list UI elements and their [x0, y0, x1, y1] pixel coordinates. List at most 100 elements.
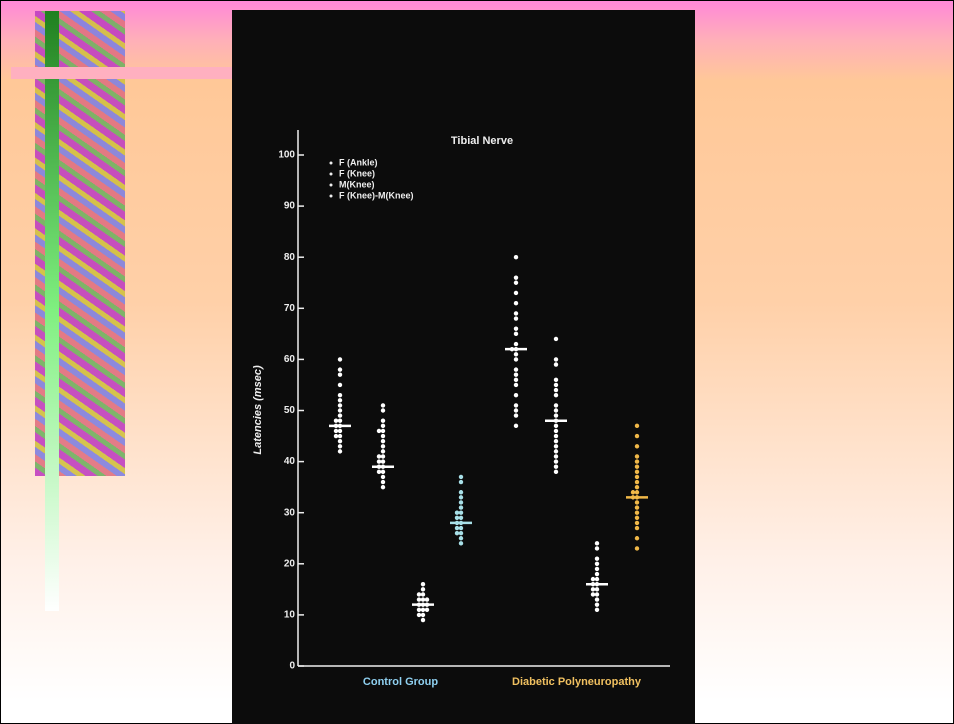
data-dot — [514, 327, 518, 331]
data-dot — [455, 526, 459, 530]
data-dot — [514, 408, 518, 412]
legend-label: M(Knee) — [339, 179, 375, 189]
y-axis-label: Latencies (msec) — [252, 365, 264, 455]
legend-label: F (Ankle) — [339, 157, 378, 167]
data-dot — [554, 429, 558, 433]
data-dot — [459, 475, 463, 479]
data-dot — [595, 597, 599, 601]
data-dot — [381, 444, 385, 448]
data-dot — [459, 500, 463, 504]
data-dot — [635, 454, 639, 458]
y-tick-label: 0 — [289, 661, 295, 672]
data-dot — [635, 521, 639, 525]
data-dot — [591, 587, 595, 591]
data-dot — [554, 378, 558, 382]
data-dot — [635, 536, 639, 540]
data-dot — [338, 444, 342, 448]
data-dot — [635, 480, 639, 484]
data-dot — [338, 419, 342, 423]
data-dot — [338, 367, 342, 371]
data-dot — [459, 480, 463, 484]
data-dot — [514, 275, 518, 279]
data-dot — [595, 546, 599, 550]
data-dot — [421, 587, 425, 591]
data-dot — [554, 444, 558, 448]
data-dot — [514, 383, 518, 387]
data-dot — [459, 495, 463, 499]
data-dot — [635, 459, 639, 463]
data-dot — [635, 505, 639, 509]
data-dot — [514, 342, 518, 346]
data-dot — [338, 383, 342, 387]
data-dot — [595, 562, 599, 566]
data-dot — [338, 398, 342, 402]
data-dot — [459, 536, 463, 540]
legend-marker — [330, 162, 333, 165]
data-dot — [459, 531, 463, 535]
data-dot — [595, 602, 599, 606]
y-tick-label: 30 — [284, 507, 296, 518]
data-dot — [635, 511, 639, 515]
y-tick-label: 20 — [284, 558, 296, 569]
data-dot — [514, 403, 518, 407]
data-dot — [421, 592, 425, 596]
data-dot — [554, 434, 558, 438]
data-dot — [595, 587, 599, 591]
data-dot — [338, 439, 342, 443]
y-tick-label: 100 — [278, 150, 295, 161]
legend-marker — [330, 173, 333, 176]
data-dot — [381, 485, 385, 489]
legend-marker — [330, 195, 333, 198]
data-dot — [459, 490, 463, 494]
data-dot — [338, 449, 342, 453]
data-dot — [334, 434, 338, 438]
data-dot — [377, 454, 381, 458]
data-dot — [514, 291, 518, 295]
data-dot — [514, 332, 518, 336]
data-dot — [338, 403, 342, 407]
data-dot — [514, 352, 518, 356]
data-dot — [338, 393, 342, 397]
data-dot — [381, 475, 385, 479]
data-dot — [554, 439, 558, 443]
legend-marker — [330, 184, 333, 187]
data-dot — [635, 516, 639, 520]
data-dot — [514, 413, 518, 417]
data-dot — [514, 316, 518, 320]
data-dot — [381, 408, 385, 412]
chart: Tibial Nerve Latencies (msec) 0102030405… — [0, 0, 954, 724]
data-dot — [514, 424, 518, 428]
data-dot — [338, 408, 342, 412]
data-dot — [338, 413, 342, 417]
data-dot — [554, 337, 558, 341]
y-tick-label: 70 — [284, 303, 296, 314]
y-tick-label: 80 — [284, 252, 296, 263]
data-dot — [381, 403, 385, 407]
data-dot — [417, 613, 421, 617]
data-dot — [591, 577, 595, 581]
data-dot — [554, 449, 558, 453]
data-dot — [554, 465, 558, 469]
data-dot — [514, 255, 518, 259]
data-dot — [595, 556, 599, 560]
data-dot — [421, 608, 425, 612]
data-dot — [554, 413, 558, 417]
data-dot — [377, 470, 381, 474]
data-dot — [381, 424, 385, 428]
data-dot — [554, 393, 558, 397]
data-dot — [595, 592, 599, 596]
data-dot — [635, 500, 639, 504]
data-dot — [554, 383, 558, 387]
y-tick-label: 40 — [284, 456, 296, 467]
data-dot — [554, 408, 558, 412]
data-dot — [381, 434, 385, 438]
data-dot — [635, 485, 639, 489]
data-dot — [595, 567, 599, 571]
data-dot — [421, 582, 425, 586]
data-dot — [554, 459, 558, 463]
group-label: Diabetic Polyneuropathy — [512, 676, 642, 688]
y-tick-label: 10 — [284, 610, 296, 621]
data-dot — [338, 357, 342, 361]
data-dot — [421, 613, 425, 617]
data-dot — [514, 281, 518, 285]
